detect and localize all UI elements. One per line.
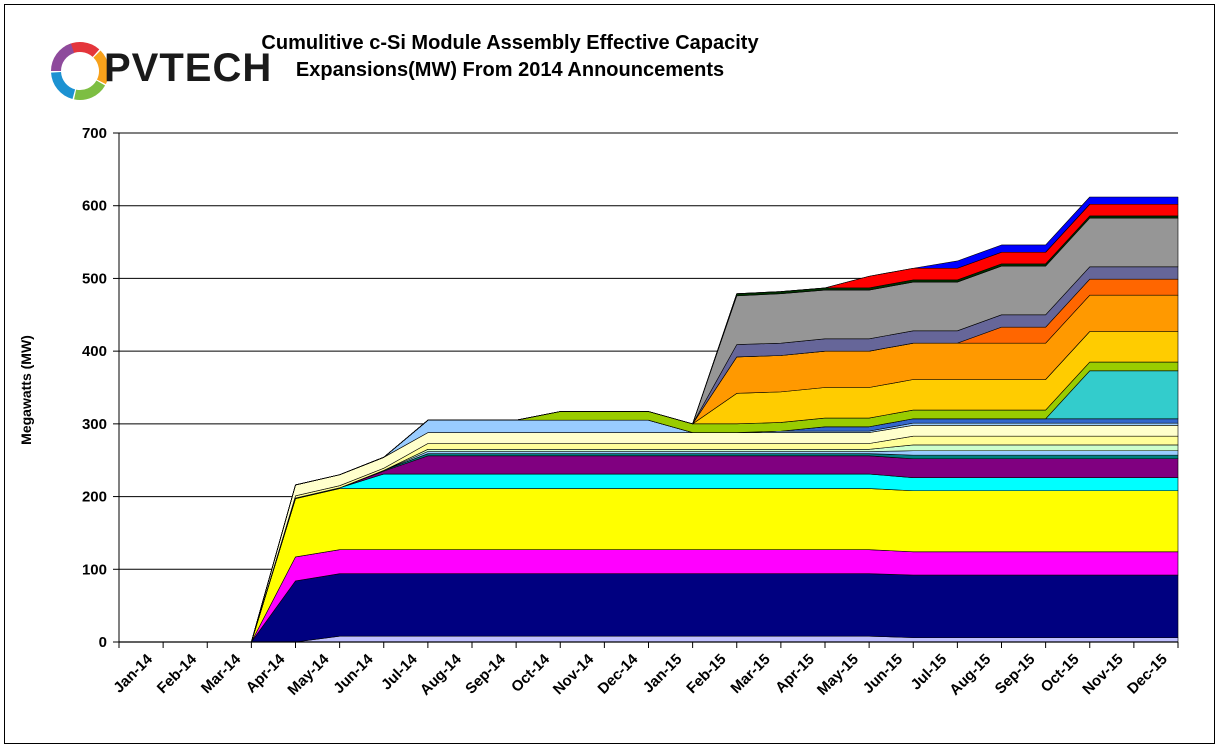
x-tick-label-Dec-14: Dec-14: [595, 650, 642, 697]
x-tick-label-Aug-14: Aug-14: [417, 650, 465, 698]
x-tick-label-Jul-15: Jul-15: [908, 651, 951, 694]
x-tick-label-Jun-14: Jun-14: [330, 650, 377, 697]
chart-title-line2: Expansions(MW) From 2014 Announcements: [295, 59, 725, 81]
y-tick-label-0: 0: [99, 634, 107, 651]
x-tick-label-Mar-14: Mar-14: [198, 650, 245, 697]
y-tick-label-600: 600: [82, 198, 107, 215]
y-tick-label-300: 300: [82, 416, 107, 433]
x-tick-label-Nov-15: Nov-15: [1079, 651, 1126, 698]
x-tick-label-Jun-15: Jun-15: [860, 651, 906, 697]
x-tick-label-Jul-14: Jul-14: [378, 650, 421, 693]
x-tick-label-Apr-14: Apr-14: [243, 650, 289, 696]
x-tick-label-Oct-14: Oct-14: [508, 650, 553, 695]
x-tick-label-Oct-15: Oct-15: [1038, 651, 1083, 696]
y-tick-label-100: 100: [82, 561, 107, 578]
x-tick-label-Nov-14: Nov-14: [550, 650, 598, 698]
x-tick-label-Jan-15: Jan-15: [640, 651, 686, 697]
series-areas: [162, 196, 1179, 643]
y-tick-label-700: 700: [82, 125, 107, 142]
x-tick-label-Feb-15: Feb-15: [683, 651, 729, 697]
x-tick-label-Aug-15: Aug-15: [946, 651, 994, 699]
x-tick-label-Mar-15: Mar-15: [727, 651, 773, 697]
x-tick-label-Jan-14: Jan-14: [110, 650, 156, 696]
y-tick-label-500: 500: [82, 270, 107, 287]
pvtech-logo: PVTECH: [50, 40, 300, 102]
x-tick-label-Sep-14: Sep-14: [462, 650, 509, 697]
chart-title-line1: Cumulitive c-Si Module Assembly Effectiv…: [261, 32, 759, 54]
y-tick-label-400: 400: [82, 343, 107, 360]
x-tick-label-May-15: May-15: [814, 651, 862, 699]
pvtech-logo-icon: [51, 42, 109, 100]
x-tick-label-Sep-15: Sep-15: [992, 651, 1039, 698]
x-tick-label-Feb-14: Feb-14: [154, 650, 201, 697]
x-tick-label-May-14: May-14: [284, 650, 332, 698]
logo-wordmark: PVTECH: [104, 46, 273, 90]
series-area-23: [162, 196, 1179, 643]
series-area-2: [162, 573, 1179, 643]
x-tick-label-Dec-15: Dec-15: [1124, 651, 1171, 698]
chart-title: Cumulitive c-Si Module Assembly Effectiv…: [230, 30, 790, 84]
y-tick-label-200: 200: [82, 489, 107, 506]
x-tick-label-Apr-15: Apr-15: [772, 651, 818, 697]
